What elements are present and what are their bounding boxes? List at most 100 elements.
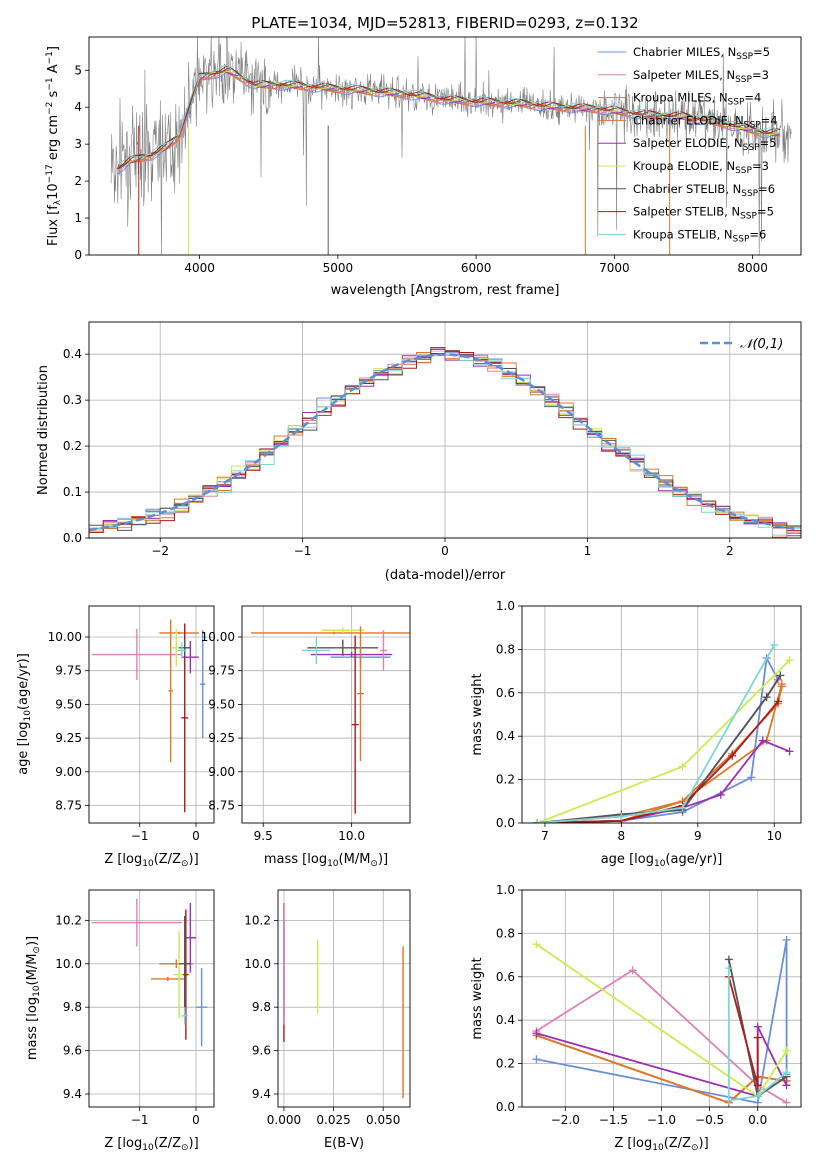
legend-label: Chabrier MILES, NSSP=5 [633, 45, 770, 62]
plot-area [89, 347, 801, 538]
label-part: ⊙ [181, 859, 189, 869]
label-part: Z [log [104, 852, 142, 867]
y-tick-label: 9.00 [55, 765, 82, 779]
mass-weight-marker [753, 1033, 762, 1042]
y-tick-label: 0.8 [496, 642, 515, 656]
mass-weight-marker [782, 935, 791, 944]
label-part: 10 [142, 1143, 154, 1153]
y-axis-label: mass weight [470, 673, 485, 755]
x-tick-label: 7 [541, 829, 549, 843]
y-axis-label: age [log10(age/yr)] [16, 653, 33, 775]
x-tick-label: 0.050 [366, 1113, 400, 1127]
y-tick-label: 9.75 [55, 664, 82, 678]
label-part: =5 [760, 136, 777, 150]
y-tick-label: 9.6 [252, 1044, 271, 1058]
label-part: (M/M [25, 954, 40, 986]
mass-weight-marker [628, 966, 637, 975]
x-tick-label: 0 [441, 544, 449, 558]
x-tick-label: −0.5 [695, 1113, 724, 1127]
label-part: ( [154, 852, 159, 867]
y-tick-label: 10.0 [55, 957, 82, 971]
label-part: 10 [654, 859, 666, 869]
y-tick-label: 0.2 [63, 439, 82, 453]
label-part: ⊙ [370, 859, 378, 869]
label-part: −1 [45, 51, 55, 64]
normal-curve [89, 353, 799, 532]
x-tick-label: −1.0 [647, 1113, 676, 1127]
axes-frame [88, 605, 215, 824]
mass-weight-marker [532, 940, 541, 949]
mass-weight-marker [532, 1055, 541, 1064]
label-part: Chabrier STELIB, N [633, 182, 741, 196]
label-part: =3 [752, 68, 769, 82]
x-tick-label: 10.0 [338, 829, 365, 843]
x-axis-label: Z [log10(Z/Z⊙)] [614, 1136, 708, 1153]
y-tick-label: 0.4 [63, 347, 82, 361]
mass-weight-marker [758, 736, 767, 745]
mass-weight-marker [724, 1096, 733, 1105]
label-part: s [46, 90, 61, 101]
x-tick-label: 0.000 [267, 1113, 301, 1127]
label-part: SSP [744, 120, 761, 130]
y-tick-label: 0.2 [496, 1057, 515, 1071]
label-part: )] [189, 852, 199, 867]
y-tick-label: 8.75 [208, 798, 235, 812]
label-part: ⊙ [32, 946, 42, 954]
label-part: (age/yr)] [16, 653, 31, 710]
y-tick-label: 0.4 [496, 729, 515, 743]
plot-area [110, 37, 792, 255]
label-part: −1 [45, 77, 55, 90]
mass-weight-line [536, 939, 788, 1104]
mass-weight-line [535, 969, 788, 1104]
label-part: 10 [327, 859, 339, 869]
y-tick-label: 9.6 [63, 1044, 82, 1058]
mass-weight-marker [770, 641, 779, 650]
mass-weight-marker [782, 1068, 791, 1077]
label-part: mass [log [264, 852, 327, 867]
label-part: ] [46, 46, 61, 51]
label-part: ( [664, 1136, 669, 1151]
y-tick-label: 0.4 [496, 1013, 515, 1027]
label-part: Kroupa ELODIE, N [633, 159, 735, 173]
x-tick-label: 9 [694, 829, 702, 843]
mass-weight-line [537, 686, 783, 823]
label-part: Salpeter STELIB, N [633, 205, 740, 219]
x-tick-label: 8000 [737, 261, 768, 275]
label-part: 10 [32, 985, 42, 997]
label-part: ⊙ [181, 1143, 189, 1153]
mass-weight-line [537, 655, 779, 823]
legend-label: Kroupa MILES, NSSP=4 [633, 91, 761, 108]
mass-weight-marker [753, 1022, 762, 1031]
y-tick-label: 10.2 [55, 913, 82, 927]
label-part: =5 [757, 205, 774, 219]
label-part: (age/yr)] [665, 852, 722, 867]
label-part: 10 [46, 183, 61, 200]
axes-frame [521, 605, 802, 824]
axes: 0.000 0.025 0.050 9.4 9.6 9.8 10.0 10.2 E(B-V) [244, 889, 411, 1151]
legend-label: Chabrier STELIB, NSSP=6 [633, 182, 775, 199]
x-tick-label: −1 [131, 1113, 149, 1127]
label-part: erg cm [46, 115, 61, 164]
x-tick-label: −2 [151, 544, 169, 558]
mass-weight-marker [678, 803, 687, 812]
residual-histogram [89, 350, 801, 533]
label-part: Chabrier ELODIE, N [633, 113, 744, 127]
label-part: −2 [45, 102, 55, 115]
label-part: E(B-V) [324, 1136, 364, 1151]
mass-weight-line [537, 700, 779, 823]
label-part: Z/Z [159, 1136, 181, 1151]
y-tick-label: 10.00 [201, 630, 235, 644]
label-part: age [log [601, 852, 654, 867]
x-tick-label: 0.0 [748, 1113, 767, 1127]
y-tick-label: 9.75 [208, 664, 235, 678]
mass-weight-marker [753, 1092, 762, 1101]
label-part: SSP [728, 98, 745, 108]
x-tick-label: 8 [618, 829, 626, 843]
label-part: Z [log [614, 1136, 652, 1151]
label-part: ( [154, 1136, 159, 1151]
y-tick-label: 9.8 [63, 1000, 82, 1014]
label-part: age [log [16, 722, 31, 775]
